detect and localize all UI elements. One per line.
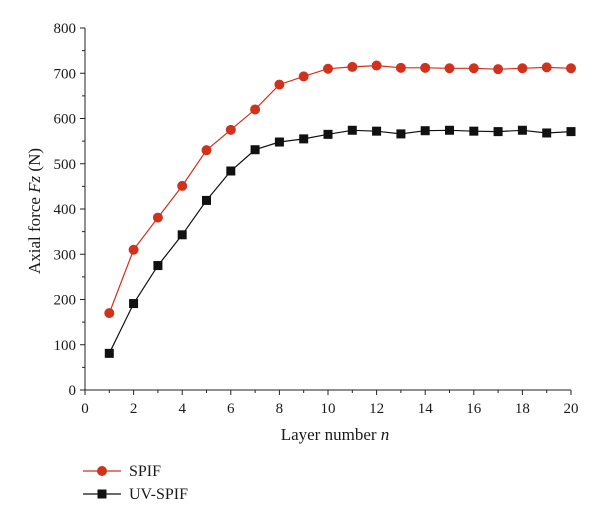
y-tick-label: 0 <box>69 383 77 399</box>
data-point-uv-spif <box>372 126 382 136</box>
legend-marker-spif <box>97 465 108 476</box>
data-point-uv-spif <box>420 126 430 136</box>
data-point-uv-spif <box>274 137 284 147</box>
x-tick-label: 16 <box>466 401 482 417</box>
data-point-spif <box>225 124 236 135</box>
data-point-spif <box>517 63 528 74</box>
data-point-uv-spif <box>250 145 260 155</box>
x-tick-label: 14 <box>418 401 434 417</box>
y-tick-label: 300 <box>54 247 77 263</box>
data-point-uv-spif <box>566 127 576 137</box>
data-point-uv-spif <box>104 348 114 358</box>
data-point-uv-spif <box>153 261 163 271</box>
x-tick-label: 4 <box>178 401 186 417</box>
legend-label-uv-spif: UV-SPIF <box>129 486 188 503</box>
data-point-spif <box>395 62 406 73</box>
data-point-uv-spif <box>493 127 503 137</box>
data-point-uv-spif <box>226 166 236 176</box>
y-tick-label: 200 <box>54 293 77 309</box>
data-point-spif <box>274 79 285 90</box>
data-point-spif <box>322 63 333 74</box>
y-tick-label: 500 <box>54 157 77 173</box>
y-tick-label: 600 <box>54 112 77 128</box>
data-point-spif <box>152 212 163 223</box>
data-point-uv-spif <box>129 299 139 309</box>
data-point-uv-spif <box>299 134 309 144</box>
y-tick-label: 800 <box>54 21 77 37</box>
legend-label-spif: SPIF <box>129 463 161 480</box>
x-tick-label: 0 <box>81 401 89 417</box>
x-axis-label: Layer number n <box>281 425 390 444</box>
legend: SPIF UV-SPIF <box>83 463 188 503</box>
data-point-uv-spif <box>444 125 454 135</box>
legend-marker-uv-spif <box>97 489 107 499</box>
series-uv-spif <box>104 125 576 358</box>
data-point-spif <box>493 64 504 75</box>
legend-item-uv-spif: UV-SPIF <box>83 486 188 503</box>
x-tick-label: 10 <box>321 401 336 417</box>
x-tick-label: 18 <box>515 401 530 417</box>
x-tick-label: 8 <box>276 401 284 417</box>
data-point-uv-spif <box>469 126 479 136</box>
data-point-uv-spif <box>347 125 357 135</box>
data-point-spif <box>420 62 431 73</box>
data-point-spif <box>347 61 358 72</box>
series-layer <box>104 60 577 358</box>
y-axis-label: Axial force Fz (N) <box>25 148 44 274</box>
x-tick-label: 6 <box>227 401 235 417</box>
axes <box>84 28 571 391</box>
data-point-uv-spif <box>177 230 187 240</box>
x-tick-label: 2 <box>130 401 138 417</box>
data-point-spif <box>468 63 479 74</box>
series-spif <box>104 60 577 319</box>
y-tick-label: 100 <box>54 338 77 354</box>
y-tick-label: 400 <box>54 202 77 218</box>
data-point-uv-spif <box>202 195 212 205</box>
series-line-spif <box>108 64 572 314</box>
y-tick-label: 700 <box>54 66 77 82</box>
data-point-spif <box>177 180 188 191</box>
x-tick-label: 20 <box>564 401 579 417</box>
data-point-spif <box>128 244 139 255</box>
data-point-spif <box>201 145 212 156</box>
data-point-uv-spif <box>517 125 527 135</box>
legend-item-spif: SPIF <box>83 463 161 480</box>
series-line-uv-spif <box>108 129 572 354</box>
data-point-spif <box>250 104 261 115</box>
data-point-uv-spif <box>542 128 552 138</box>
data-point-spif <box>104 308 115 319</box>
data-point-spif <box>371 60 382 71</box>
data-point-uv-spif <box>323 129 333 139</box>
x-tick-label: 12 <box>369 401 384 417</box>
data-point-spif <box>444 63 455 74</box>
data-point-spif <box>541 62 552 73</box>
data-point-spif <box>298 71 309 82</box>
data-point-spif <box>566 63 577 74</box>
ticks: 0 2 4 6 8 10 12 14 16 18 2001002003004005006007008… <box>54 21 579 417</box>
data-point-uv-spif <box>396 129 406 139</box>
